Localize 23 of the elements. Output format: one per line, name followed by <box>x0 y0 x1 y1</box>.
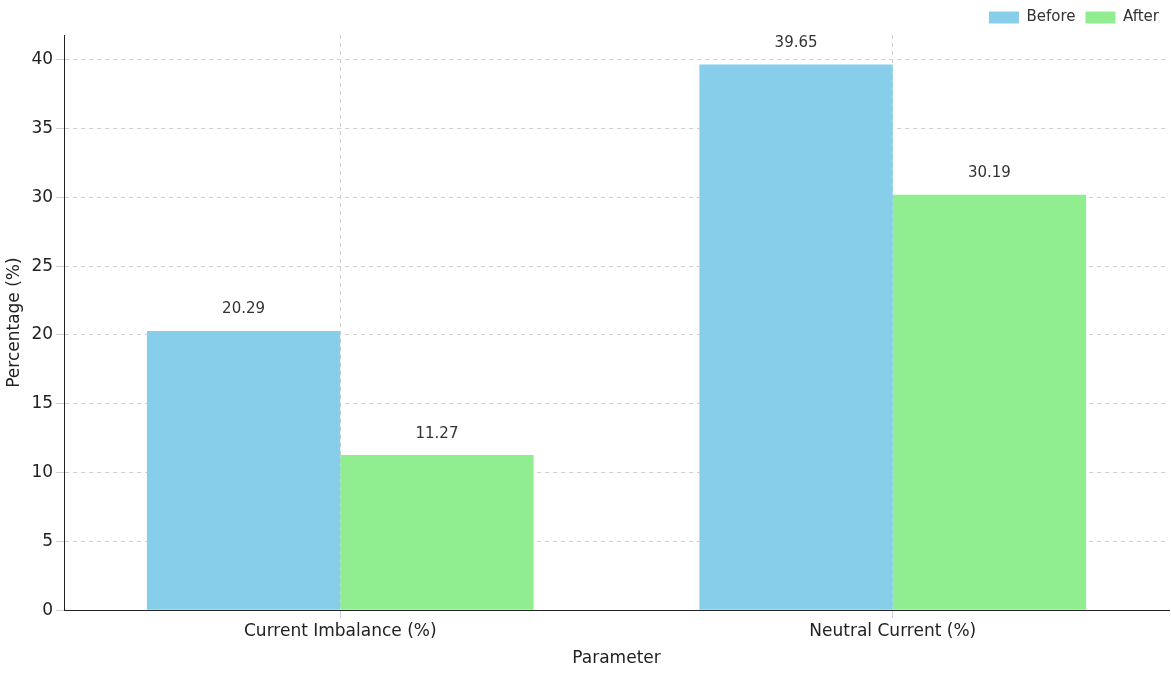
bar <box>340 455 534 610</box>
bar <box>699 64 893 610</box>
data-label: 20.29 <box>222 299 266 318</box>
bar <box>892 194 1087 610</box>
y-tick-label: 0 <box>42 598 54 619</box>
x-axis-title: Parameter <box>572 647 661 668</box>
legend-label: Before <box>1026 7 1076 26</box>
y-tick-label: 30 <box>31 185 54 206</box>
data-label: 11.27 <box>415 423 459 442</box>
y-tick-label: 10 <box>31 461 54 482</box>
y-axis-title: Percentage (%) <box>2 257 23 388</box>
x-tick-label: Current Imbalance (%) <box>243 619 437 640</box>
data-label: 39.65 <box>774 32 818 51</box>
y-tick-label: 25 <box>31 254 54 275</box>
y-tick-label: 40 <box>31 48 54 69</box>
y-tick-label: 15 <box>31 392 54 413</box>
legend-label: After <box>1122 7 1160 26</box>
y-tick-label: 20 <box>31 323 54 344</box>
data-label: 30.19 <box>967 163 1011 182</box>
bar <box>146 330 341 610</box>
y-tick-label: 35 <box>31 117 54 137</box>
x-tick-label: Neutral Current (%) <box>809 619 977 640</box>
y-tick-label: 5 <box>42 529 54 550</box>
